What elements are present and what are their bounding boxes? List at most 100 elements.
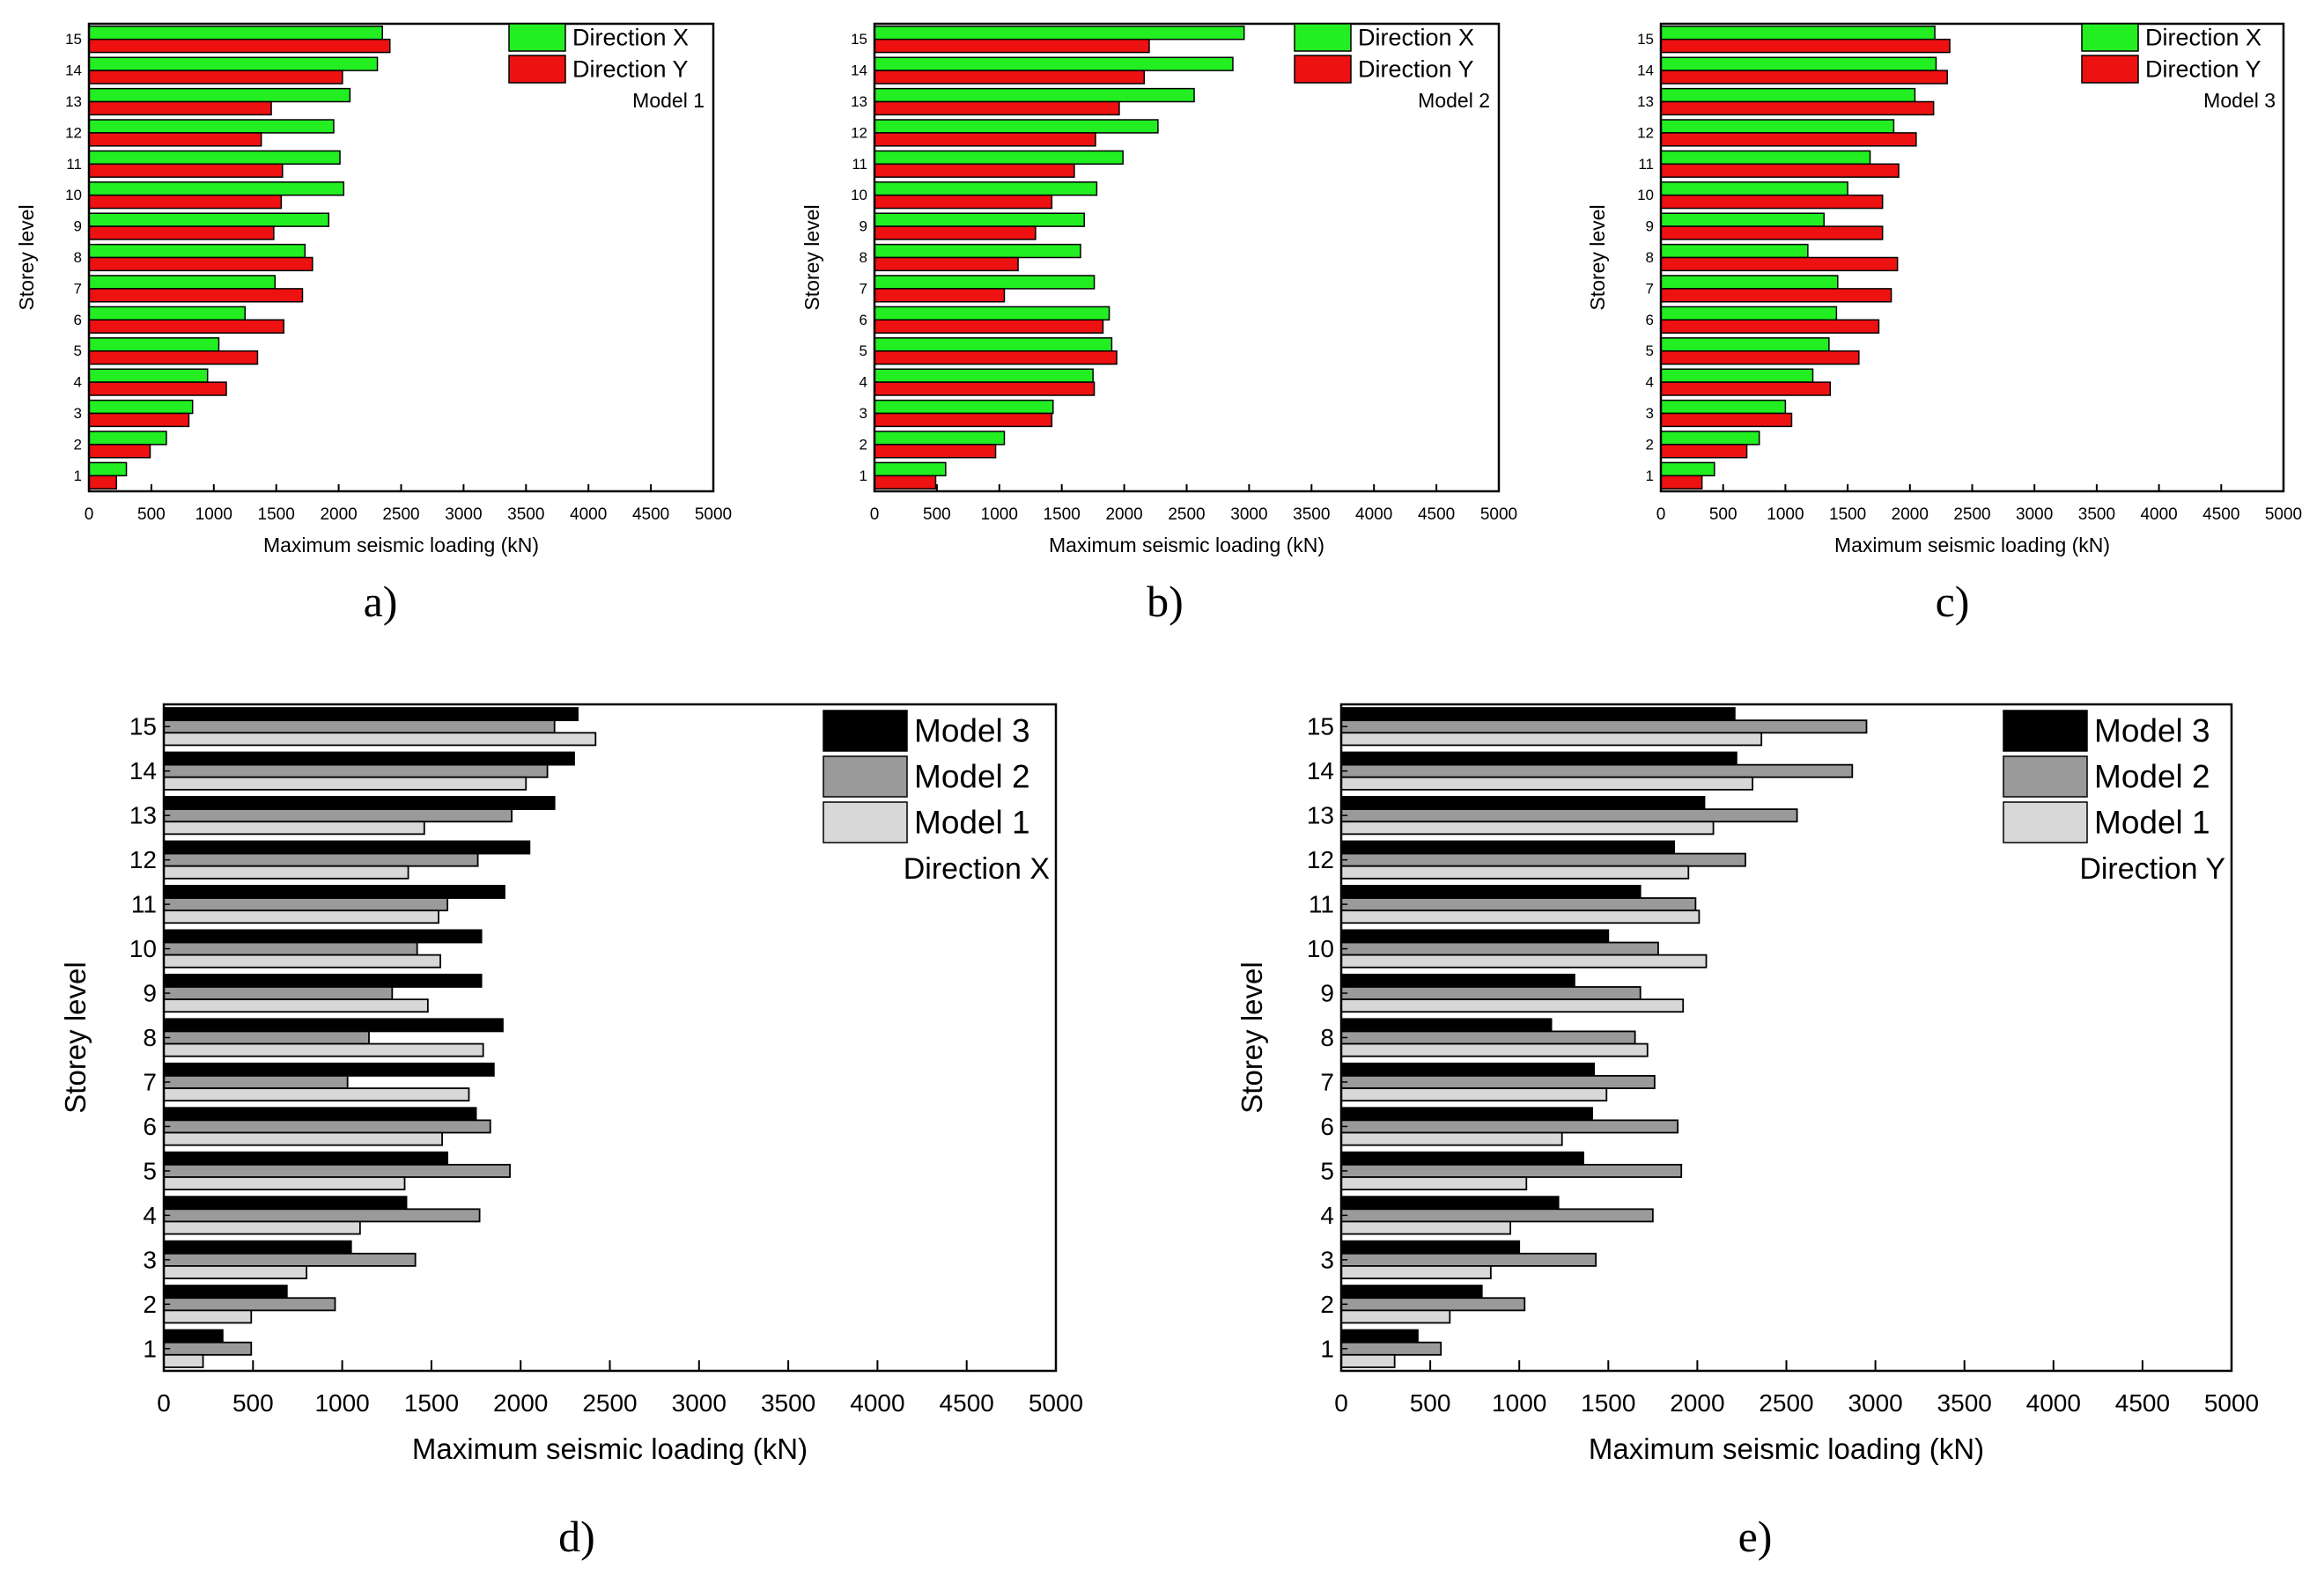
y-tick-label: 15 <box>1307 713 1334 740</box>
y-tick-label: 10 <box>65 187 82 203</box>
bar-model-1-storey-15 <box>1340 732 1763 747</box>
x-tick-label: 4000 <box>2026 1389 2081 1417</box>
x-tick-label: 1500 <box>258 505 295 524</box>
x-axis-label: Maximum seismic loading (kN) <box>263 534 539 556</box>
bar-direction-y-storey-9 <box>874 225 1037 240</box>
bar-model-2-storey-7 <box>1340 1075 1656 1089</box>
legend-swatch-direction-x <box>2081 23 2139 52</box>
bar-direction-x-storey-4 <box>874 368 1094 383</box>
bar-direction-x-storey-13 <box>874 87 1195 103</box>
bar-direction-y-storey-9 <box>1660 225 1884 240</box>
bar-model-2-storey-9 <box>1340 986 1642 1000</box>
bar-model-3-storey-8 <box>1340 1018 1553 1033</box>
bar-model-3-storey-13 <box>1340 796 1706 810</box>
bar-direction-x-storey-8 <box>874 243 1081 259</box>
bar-model-3-storey-1 <box>1340 1329 1419 1344</box>
bar-direction-x-storey-1 <box>1660 461 1715 477</box>
bar-model-1-storey-7 <box>163 1087 470 1102</box>
panel-annotation: Model 3 <box>2203 89 2276 112</box>
bar-model-3-storey-11 <box>163 885 505 899</box>
y-tick-label: 10 <box>1307 935 1334 962</box>
x-tick-label: 1000 <box>1492 1389 1546 1417</box>
y-tick-label: 6 <box>1320 1113 1334 1140</box>
bar-direction-x-storey-8 <box>88 243 306 259</box>
bar-direction-y-storey-12 <box>1660 132 1917 147</box>
bar-model-2-storey-15 <box>1340 719 1868 734</box>
x-tick-label: 1500 <box>1829 505 1866 524</box>
x-tick-label: 3500 <box>761 1389 815 1417</box>
bar-model-1-storey-3 <box>163 1265 307 1279</box>
bar-direction-y-storey-1 <box>1660 475 1703 490</box>
bar-direction-x-storey-1 <box>874 461 947 477</box>
bar-model-1-storey-9 <box>1340 998 1685 1013</box>
y-tick-label: 1 <box>143 1335 157 1362</box>
x-tick-label: 1000 <box>1767 505 1804 524</box>
bar-model-3-storey-2 <box>1340 1285 1483 1300</box>
bar-model-1-storey-2 <box>163 1309 253 1324</box>
bar-model-3-storey-3 <box>1340 1240 1521 1255</box>
bar-direction-x-storey-6 <box>1660 306 1838 321</box>
bar-model-2-storey-13 <box>163 808 513 823</box>
bar-model-3-storey-10 <box>163 929 483 944</box>
bar-model-1-storey-10 <box>1340 954 1708 968</box>
bar-model-2-storey-3 <box>163 1252 417 1267</box>
bar-model-2-storey-2 <box>163 1297 336 1312</box>
bar-model-3-storey-2 <box>163 1285 288 1300</box>
x-tick-label: 1000 <box>314 1389 369 1417</box>
bar-direction-x-storey-9 <box>88 212 330 227</box>
y-tick-label: 12 <box>1637 124 1654 141</box>
y-axis-label: Storey level <box>59 961 92 1113</box>
y-tick-label: 6 <box>860 312 867 328</box>
x-axis-label: Maximum seismic loading (kN) <box>412 1432 808 1465</box>
bar-direction-y-storey-1 <box>874 475 937 490</box>
bar-direction-x-storey-5 <box>1660 337 1830 352</box>
x-tick-label: 500 <box>1410 1389 1451 1417</box>
bar-direction-y-storey-13 <box>88 100 272 116</box>
x-tick-label: 500 <box>137 505 166 524</box>
bar-model-1-storey-6 <box>163 1131 443 1146</box>
bar-direction-x-storey-12 <box>1660 119 1895 134</box>
bar-direction-y-storey-11 <box>874 163 1075 178</box>
bar-direction-y-storey-5 <box>1660 350 1860 365</box>
y-tick-label: 2 <box>1646 436 1654 453</box>
x-tick-label: 2500 <box>382 505 419 524</box>
bar-model-1-storey-11 <box>1340 910 1701 924</box>
bar-direction-x-storey-5 <box>874 337 1113 352</box>
bar-direction-x-storey-14 <box>874 56 1234 71</box>
bar-direction-y-storey-9 <box>88 225 275 240</box>
bar-direction-y-storey-2 <box>88 444 151 459</box>
y-tick-label: 1 <box>860 468 867 484</box>
bar-model-3-storey-3 <box>163 1240 352 1255</box>
y-tick-label: 8 <box>1320 1024 1334 1051</box>
bar-model-2-storey-14 <box>163 763 549 778</box>
y-tick-label: 15 <box>851 31 867 48</box>
y-tick-label: 3 <box>1646 405 1654 422</box>
bar-direction-y-storey-7 <box>88 288 304 303</box>
bar-model-3-storey-12 <box>163 840 531 855</box>
bar-direction-x-storey-11 <box>1660 150 1871 166</box>
bar-model-1-storey-4 <box>163 1220 361 1235</box>
y-tick-label: 8 <box>860 249 867 266</box>
y-tick-label: 4 <box>74 374 82 391</box>
y-tick-label: 11 <box>66 156 82 173</box>
y-tick-label: 4 <box>1320 1202 1334 1229</box>
y-tick-label: 1 <box>74 468 82 484</box>
bar-direction-y-storey-10 <box>88 194 283 210</box>
x-tick-label: 2500 <box>1168 505 1205 524</box>
y-tick-label: 13 <box>129 802 157 829</box>
x-tick-label: 4500 <box>632 505 669 524</box>
bar-model-2-storey-8 <box>1340 1030 1636 1045</box>
legend-label-model-1: Model 1 <box>2094 805 2210 841</box>
x-tick-label: 2500 <box>582 1389 637 1417</box>
y-tick-label: 2 <box>143 1291 157 1318</box>
bar-direction-y-storey-7 <box>874 288 1006 303</box>
bar-direction-x-storey-12 <box>88 119 335 134</box>
x-tick-label: 2500 <box>1759 1389 1813 1417</box>
y-tick-label: 14 <box>1637 63 1654 79</box>
bar-model-1-storey-10 <box>163 954 441 968</box>
x-tick-label: 2500 <box>1953 505 1990 524</box>
y-tick-label: 11 <box>1638 156 1654 173</box>
